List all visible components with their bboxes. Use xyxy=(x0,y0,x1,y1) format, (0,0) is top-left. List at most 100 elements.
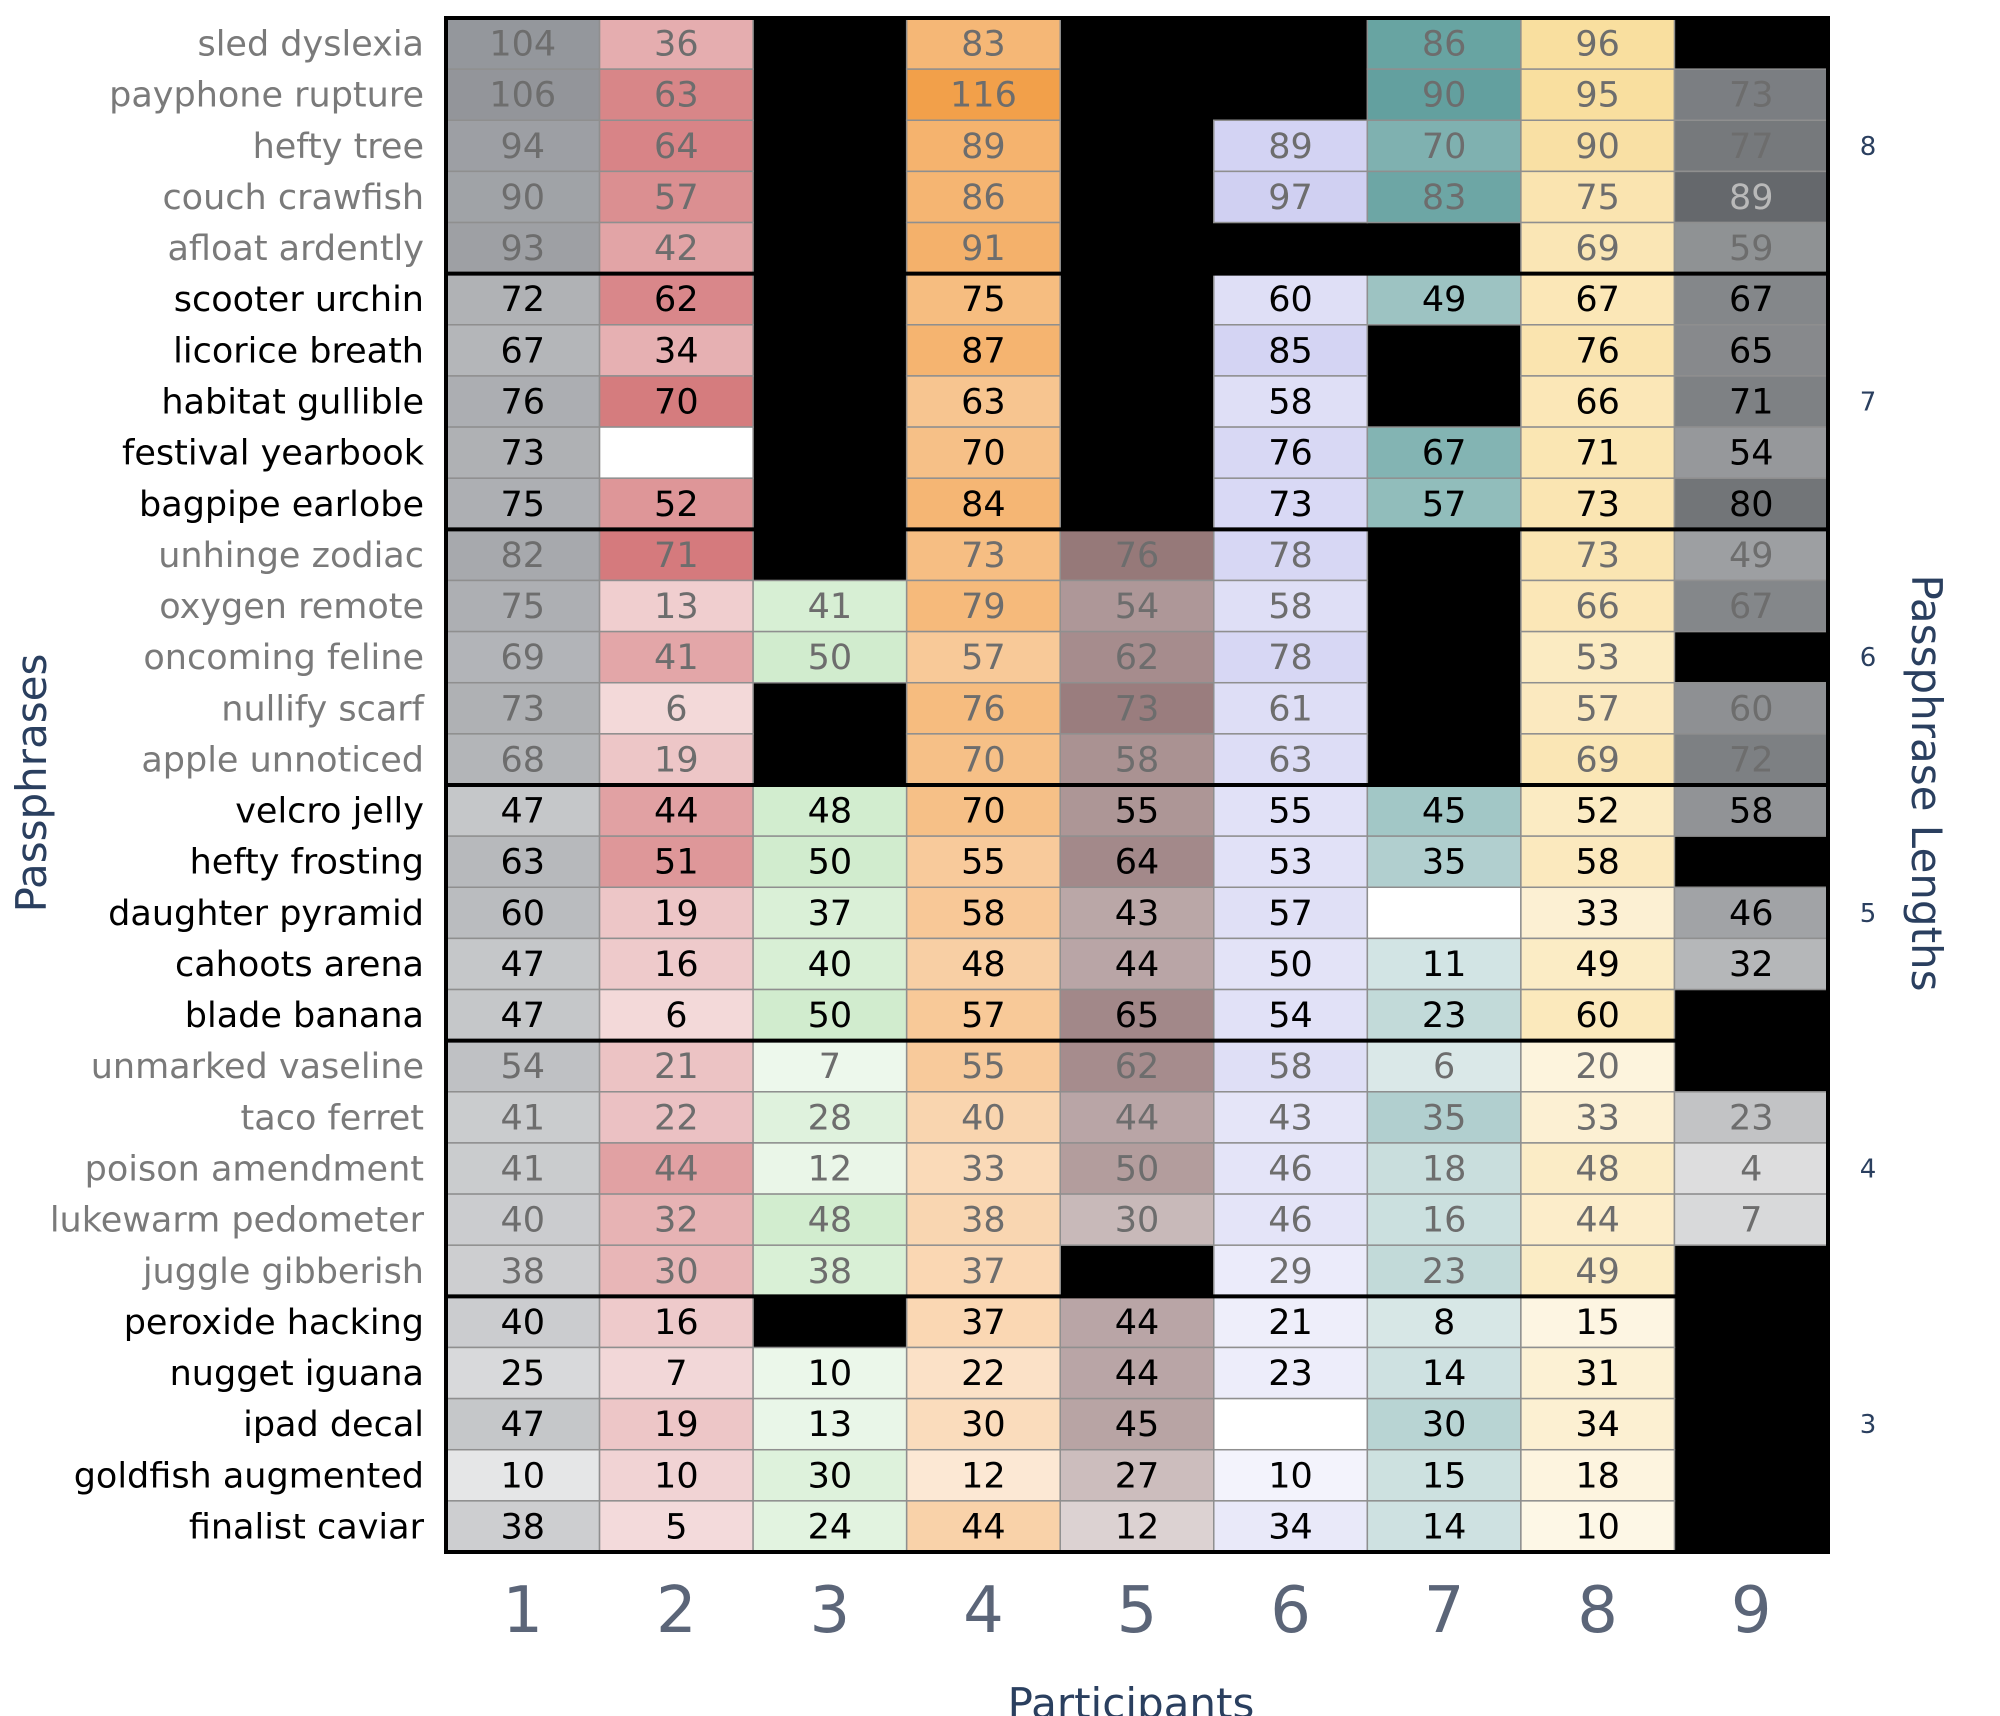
cell-value: 38 xyxy=(808,1252,853,1292)
cell-value: 41 xyxy=(501,1150,546,1190)
heatmap-cell xyxy=(1673,68,1829,122)
heatmap-cell xyxy=(1213,426,1369,479)
passphrase-length-label: 6 xyxy=(1860,643,1877,673)
cell-value: 58 xyxy=(1268,383,1313,423)
cell-value: 59 xyxy=(1729,229,1774,269)
cell-value: 38 xyxy=(961,1201,1006,1241)
heatmap-cell xyxy=(905,119,1061,173)
cell-value: 35 xyxy=(1422,1098,1467,1138)
heatmap-cell xyxy=(752,1193,908,1246)
heatmap-cell xyxy=(445,886,601,940)
heatmap-cell xyxy=(1366,886,1522,940)
cell-value: 34 xyxy=(1268,1507,1313,1547)
heatmap-cell xyxy=(1366,119,1522,173)
cell-value: 32 xyxy=(1729,945,1774,985)
heatmap-cell xyxy=(752,1039,908,1093)
cell-value: 48 xyxy=(1575,1150,1620,1190)
cell-value: 12 xyxy=(808,1150,853,1190)
cell-value: 77 xyxy=(1729,127,1774,167)
cell-value: 43 xyxy=(1115,894,1160,934)
heatmap-cell xyxy=(1673,426,1829,479)
cell-value: 73 xyxy=(1729,76,1774,116)
heatmap-cell xyxy=(905,1142,1061,1195)
heatmap-cell xyxy=(1059,1039,1215,1093)
cell-value: 76 xyxy=(501,383,546,423)
heatmap-cell xyxy=(598,1091,754,1144)
cell-value: 64 xyxy=(654,127,699,167)
heatmap-cell xyxy=(1673,1193,1829,1246)
heatmap-cell xyxy=(1059,1500,1215,1553)
cell-value: 10 xyxy=(501,1456,546,1496)
heatmap-cell xyxy=(1213,1244,1369,1298)
cell-value: 62 xyxy=(1115,1047,1160,1087)
cell-value: 75 xyxy=(961,280,1006,320)
cell-value: 67 xyxy=(1729,587,1774,627)
passphrase-label: velcro jelly xyxy=(235,792,424,832)
passphrase-label: unmarked vaseline xyxy=(91,1047,424,1087)
cell-value: 65 xyxy=(1729,331,1774,371)
heatmap-cell xyxy=(1673,324,1829,377)
cell-value: 57 xyxy=(654,178,699,218)
cell-value: 52 xyxy=(1575,792,1620,832)
cell-value: 14 xyxy=(1422,1507,1467,1547)
cell-value: 73 xyxy=(501,434,546,474)
heatmap-cell xyxy=(1520,937,1676,991)
heatmap-cell xyxy=(445,68,601,122)
participant-tick-label: 3 xyxy=(810,1574,851,1648)
cell-value: 89 xyxy=(961,127,1006,167)
cell-value: 116 xyxy=(950,76,1017,116)
heatmap-cell xyxy=(598,170,754,224)
heatmap-cell xyxy=(598,1448,754,1502)
cell-value: 44 xyxy=(961,1507,1006,1547)
heatmap-cell xyxy=(1673,272,1829,326)
cell-value: 58 xyxy=(1575,843,1620,883)
cell-value: 78 xyxy=(1268,536,1313,576)
cell-value: 50 xyxy=(808,638,853,678)
heatmap-cell xyxy=(1059,1346,1215,1400)
participant-tick-label: 4 xyxy=(963,1574,1004,1648)
cell-value: 54 xyxy=(1115,587,1160,627)
cell-value: 54 xyxy=(501,1047,546,1087)
cell-value: 76 xyxy=(1575,331,1620,371)
heatmap-cell xyxy=(1213,733,1369,786)
heatmap-cell xyxy=(905,988,1061,1042)
cell-value: 33 xyxy=(1575,894,1620,934)
heatmap-cell xyxy=(752,579,908,633)
heatmap-cell xyxy=(1520,1295,1676,1349)
cell-value: 18 xyxy=(1575,1456,1620,1496)
heatmap-cell xyxy=(1520,1091,1676,1144)
heatmap-cell xyxy=(1366,426,1522,479)
heatmap-cell xyxy=(1673,681,1829,735)
cell-value: 50 xyxy=(808,843,853,883)
heatmap-cell xyxy=(752,1244,908,1298)
heatmap-cell xyxy=(1673,477,1829,531)
cell-value: 69 xyxy=(1575,740,1620,780)
passphrase-label: nullify scarf xyxy=(221,689,424,729)
cell-value: 6 xyxy=(1433,1047,1455,1087)
cell-value: 36 xyxy=(654,25,699,65)
heatmap-cell xyxy=(905,1295,1061,1349)
cell-value: 61 xyxy=(1268,689,1313,729)
passphrase-label: festival yearbook xyxy=(122,434,425,474)
cell-value: 22 xyxy=(961,1354,1006,1394)
cell-value: 27 xyxy=(1115,1456,1160,1496)
cell-value: 95 xyxy=(1575,76,1620,116)
cell-value: 89 xyxy=(1268,127,1313,167)
cell-value: 72 xyxy=(1729,740,1774,780)
heatmap-cell xyxy=(1059,1193,1215,1246)
heatmap-cell xyxy=(1059,988,1215,1042)
heatmap-cell xyxy=(1520,528,1676,582)
cell-value: 40 xyxy=(501,1303,546,1343)
heatmap-cell xyxy=(1520,630,1676,684)
cell-value: 66 xyxy=(1575,587,1620,627)
heatmap-cell xyxy=(1520,324,1676,377)
cell-value: 21 xyxy=(1268,1303,1313,1343)
cell-value: 41 xyxy=(501,1098,546,1138)
cell-value: 57 xyxy=(1268,894,1313,934)
cell-value: 44 xyxy=(1575,1201,1620,1241)
passphrase-label: taco ferret xyxy=(241,1098,424,1138)
cell-value: 25 xyxy=(501,1354,546,1394)
heatmap-cell xyxy=(1366,937,1522,991)
heatmap-cell xyxy=(598,375,754,428)
